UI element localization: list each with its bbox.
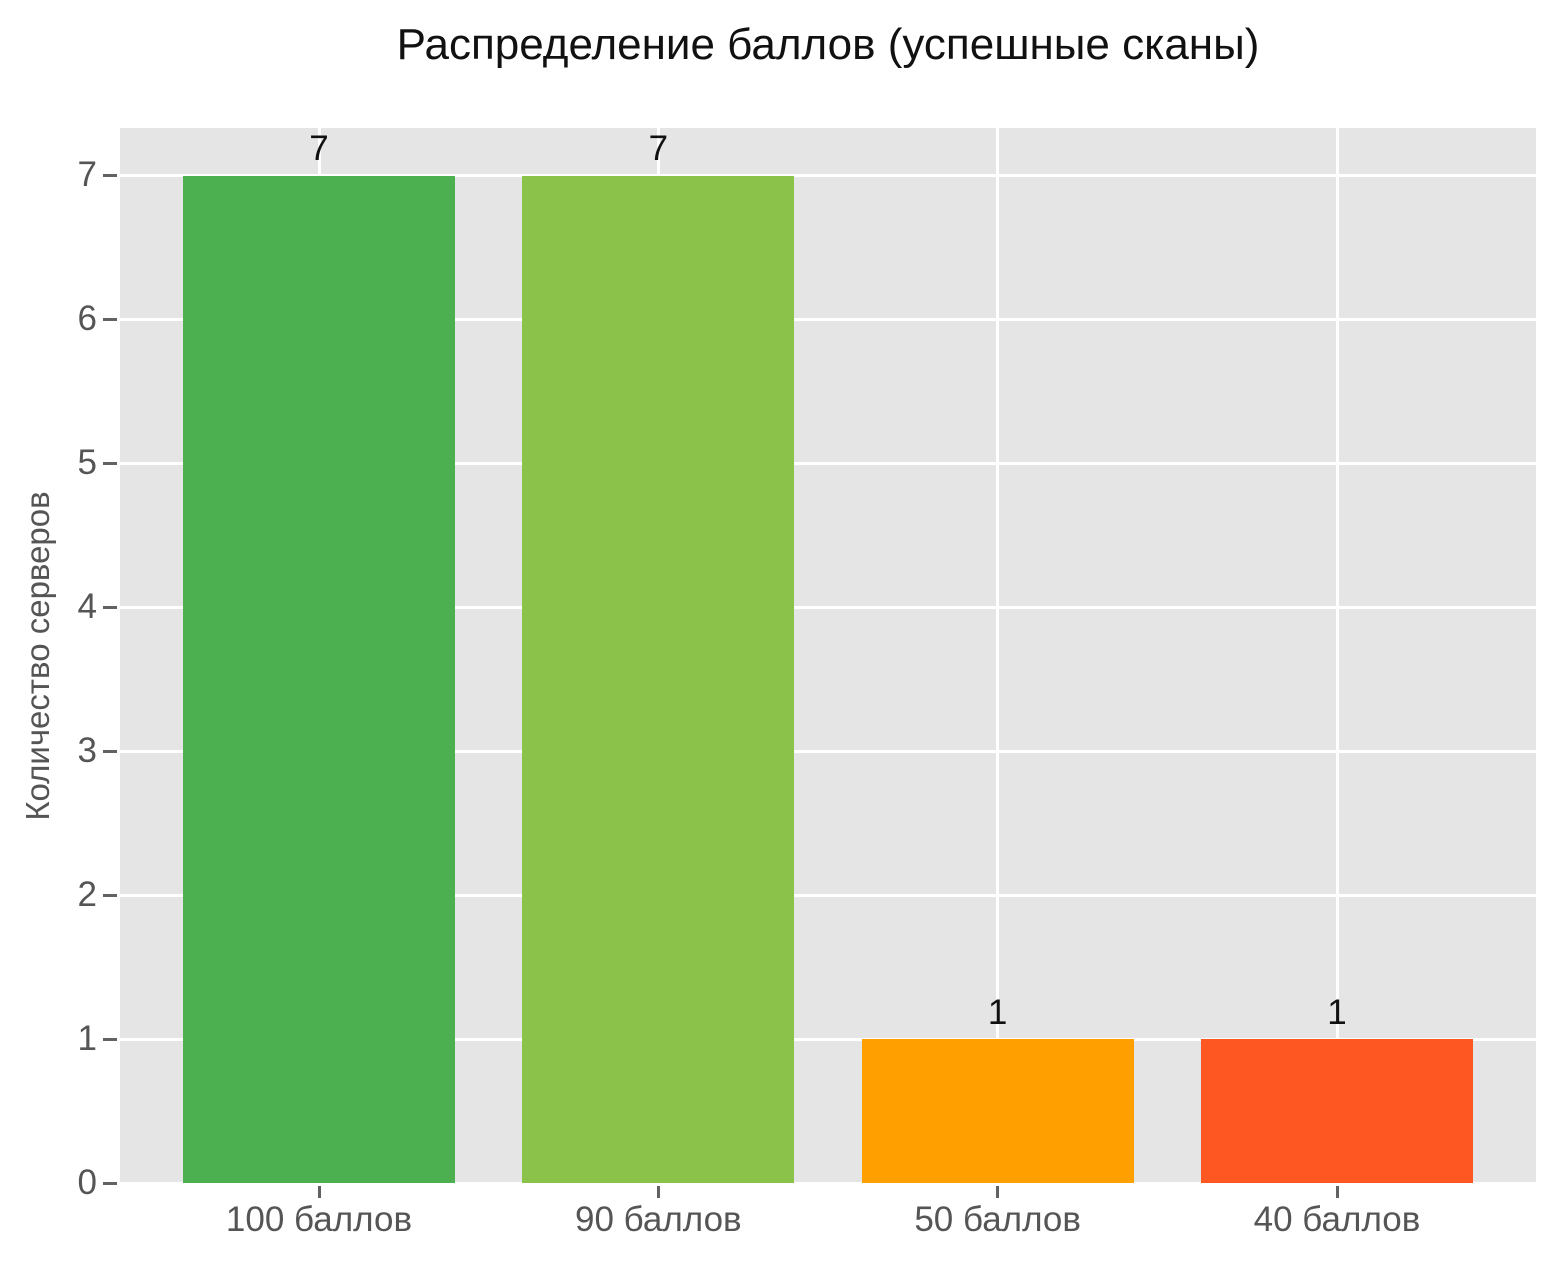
x-tick-label: 100 баллов [225,1200,413,1239]
y-tick-mark [103,1037,117,1041]
y-tick-label: 1 [77,1019,97,1059]
bar-value-label: 1 [1327,993,1347,1033]
y-tick-label: 0 [77,1163,97,1202]
chart-title: Распределение баллов (успешные сканы) [396,20,1260,69]
bar-1 [183,175,455,1183]
y-tick-mark [103,461,117,465]
x-tick-mark [1335,1186,1339,1198]
bar-3 [861,1039,1134,1183]
bar-value-label: 7 [309,129,329,169]
bar-2 [522,175,795,1183]
y-gridline [120,1037,1536,1041]
x-tick-mark [996,1186,1000,1198]
y-tick-label: 5 [77,443,97,483]
x-tick-label: 90 баллов [574,1200,742,1239]
x-tick-mark [317,1186,321,1198]
x-tick-label: 50 баллов [914,1200,1081,1239]
plot-area [120,128,1536,1185]
y-gridline [120,1181,1536,1185]
y-tick-mark [103,1181,117,1185]
x-tick-label: 40 баллов [1253,1200,1421,1239]
y-gridline [120,605,1536,609]
y-gridline [120,174,1536,177]
y-tick-label: 6 [77,299,97,339]
y-gridline [120,749,1536,753]
y-gridline [120,893,1536,897]
y-tick-label: 3 [77,731,97,771]
y-tick-label: 2 [77,875,97,915]
y-tick-mark [103,749,117,753]
y-gridline [120,461,1536,465]
bar-4 [1201,1039,1473,1183]
y-tick-mark [103,893,117,897]
y-tick-label: 7 [77,155,97,195]
y-tick-label: 4 [77,587,97,627]
y-tick-mark [103,173,117,177]
y-tick-mark [103,317,117,321]
x-gridline [996,128,1000,1183]
y-tick-mark [103,605,117,609]
x-gridline [1335,128,1339,1183]
bar-value-label: 7 [648,129,669,169]
bar-value-label: 1 [987,993,1008,1033]
x-tick-mark [656,1186,660,1198]
y-gridline [120,317,1536,321]
